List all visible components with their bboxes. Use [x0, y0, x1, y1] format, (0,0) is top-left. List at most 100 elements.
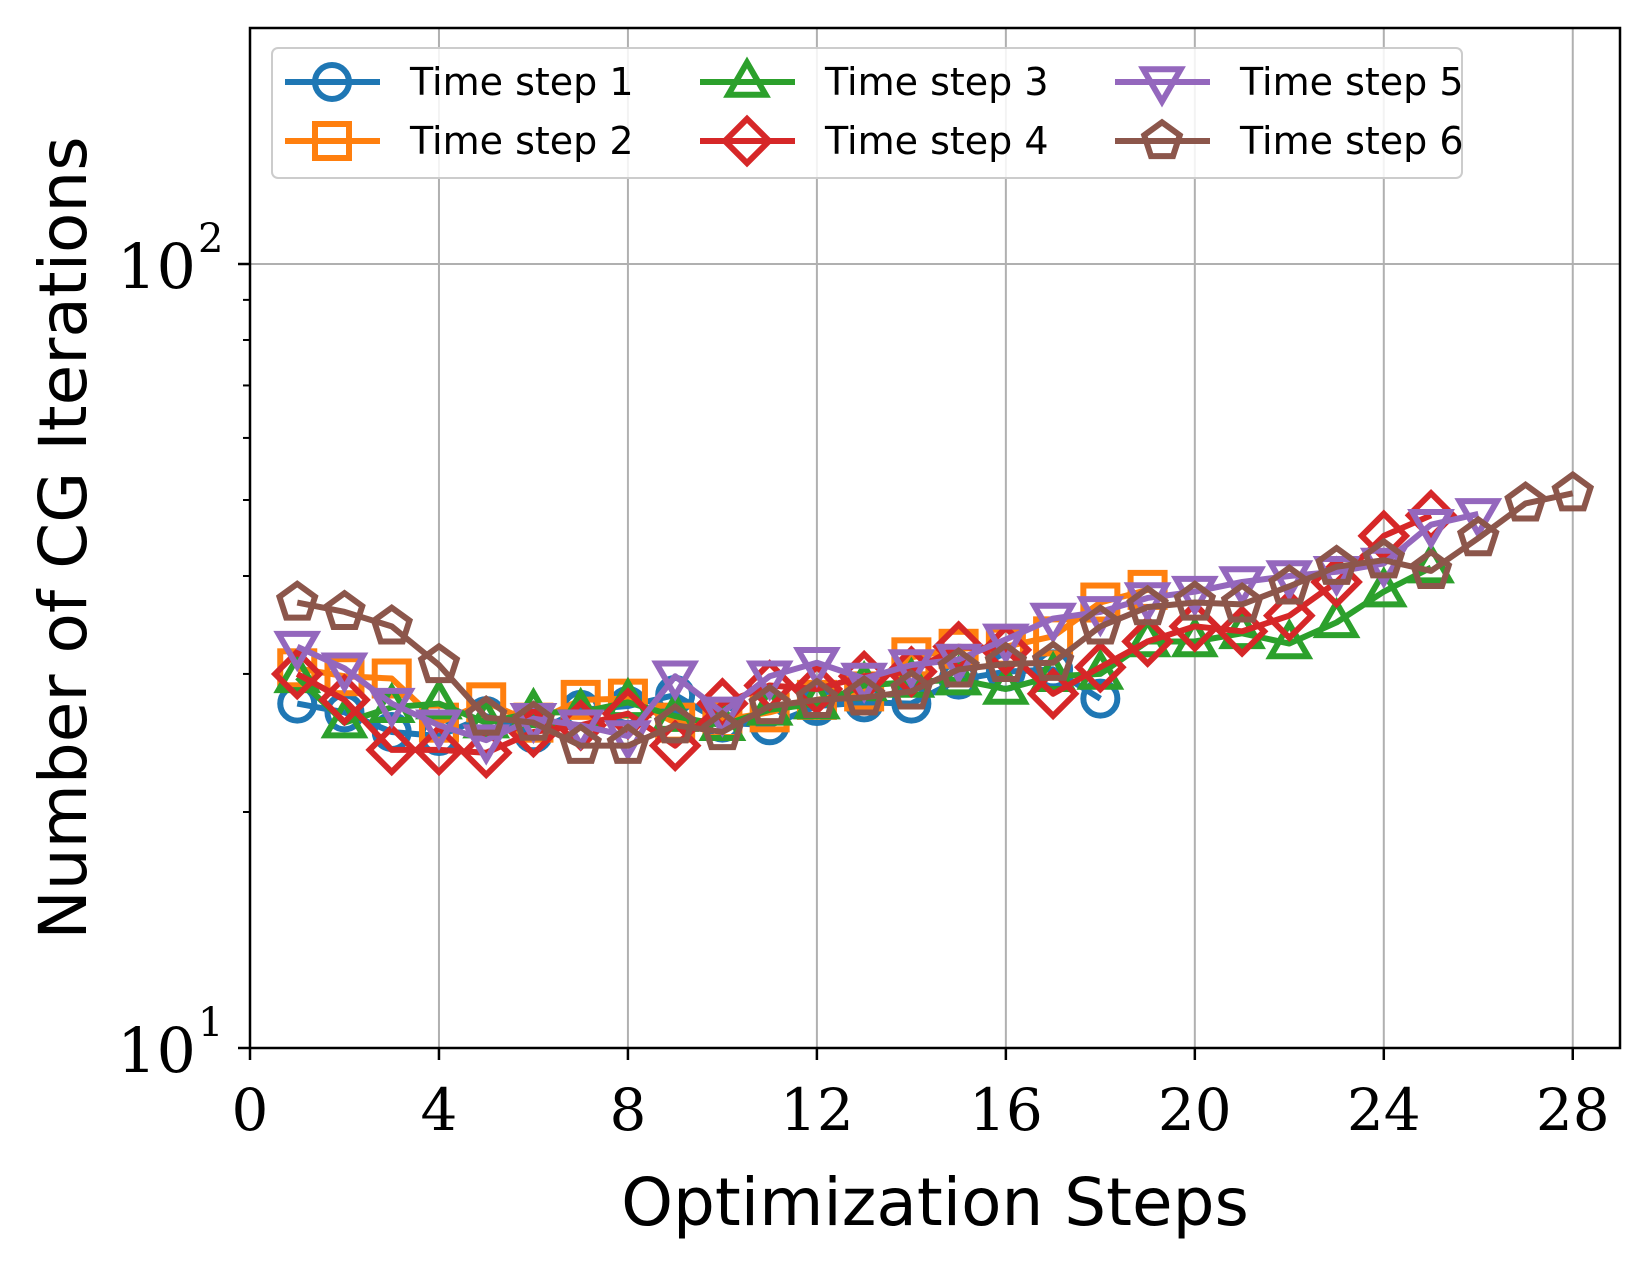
data-point	[842, 675, 886, 716]
legend-item: Time step 6	[1115, 118, 1464, 163]
x-tick-label: 16	[969, 1076, 1043, 1144]
series-line	[296, 490, 1574, 749]
data-point	[934, 643, 983, 686]
data-point	[459, 726, 513, 780]
data-point	[1026, 667, 1080, 721]
legend-label: Time step 3	[824, 60, 1049, 104]
data-point	[1262, 589, 1316, 643]
data-point	[653, 702, 697, 744]
legend-label: Time step 1	[409, 60, 634, 104]
legend-marker	[1140, 118, 1184, 160]
data-point	[318, 673, 371, 727]
data-point	[412, 723, 466, 777]
data-point	[415, 709, 463, 751]
data-point	[1362, 537, 1406, 579]
series-layer	[270, 470, 1595, 780]
x-tick-label: 8	[609, 1076, 646, 1144]
data-point	[1220, 581, 1264, 623]
data-point	[651, 660, 700, 702]
data-point	[1359, 547, 1408, 589]
data-point	[1312, 556, 1361, 598]
legend-item: Time step 5	[1115, 60, 1464, 108]
data-point	[1126, 584, 1169, 626]
legend-marker	[723, 56, 771, 98]
data-point	[701, 709, 744, 751]
x-axis-title: Optimization Steps	[621, 1164, 1249, 1241]
data-point	[367, 687, 416, 730]
series-time-step-6	[275, 470, 1595, 764]
y-tick-label-base: 10	[117, 230, 196, 303]
data-point	[937, 647, 980, 688]
data-point	[371, 658, 412, 699]
data-point	[1029, 602, 1078, 645]
legend-marker	[1138, 66, 1186, 108]
data-point	[1312, 596, 1361, 639]
x-tick-label: 28	[1536, 1076, 1610, 1144]
data-point	[748, 683, 791, 725]
data-point	[1218, 566, 1266, 608]
data-point	[1079, 603, 1122, 645]
data-point	[890, 668, 933, 710]
data-point	[462, 724, 511, 766]
legend-label: Time step 2	[409, 119, 634, 163]
data-point	[1080, 678, 1121, 719]
x-tick-label: 24	[1347, 1076, 1421, 1144]
legend: Time step 1 Time step 2 Time step 3 Time st…	[271, 47, 1464, 179]
data-point	[323, 589, 366, 630]
data-point	[270, 647, 324, 701]
data-point	[1168, 600, 1222, 653]
plot-frame	[248, 26, 1622, 1050]
data-point	[1359, 566, 1408, 608]
data-point	[887, 649, 936, 691]
data-point	[1315, 544, 1358, 585]
x-tick-label: 4	[421, 1076, 458, 1144]
data-point	[1029, 650, 1078, 692]
data-point	[795, 677, 839, 719]
data-point	[1404, 488, 1458, 542]
data-point	[365, 723, 419, 777]
y-axis-title: Number of CG Iterations	[25, 136, 102, 939]
data-point	[415, 678, 463, 720]
y-tick-label-exponent: 2	[198, 216, 223, 262]
data-point	[790, 662, 844, 716]
x-tick-label: 20	[1158, 1076, 1232, 1144]
data-point	[1121, 615, 1174, 668]
legend-marker	[720, 114, 774, 168]
data-point	[512, 700, 555, 741]
data-point	[606, 723, 650, 764]
data-point	[984, 641, 1028, 683]
y-tick-label-base: 10	[117, 1014, 196, 1087]
data-point	[1504, 481, 1547, 522]
data-point	[320, 697, 369, 739]
data-point	[1456, 515, 1500, 557]
data-point	[1454, 498, 1503, 540]
data-point	[1551, 470, 1595, 512]
legend-item: Time step 4	[700, 114, 1049, 168]
data-point	[273, 651, 322, 694]
data-point	[981, 623, 1030, 665]
legend-label: Time step 6	[1239, 119, 1464, 163]
data-point	[1407, 508, 1455, 551]
data-point	[273, 630, 322, 673]
data-point	[698, 696, 747, 738]
data-point	[560, 679, 601, 720]
data-point	[1265, 618, 1314, 660]
legend-label: Time step 5	[1239, 60, 1464, 104]
data-point	[696, 677, 749, 730]
data-point	[1215, 604, 1269, 658]
legend-marker	[312, 121, 352, 161]
data-point	[275, 580, 319, 621]
x-tick-label: 12	[780, 1076, 854, 1144]
data-point	[370, 603, 414, 645]
data-point	[981, 663, 1030, 705]
data-point	[1409, 548, 1453, 590]
data-point	[1267, 563, 1311, 605]
data-point	[559, 723, 603, 764]
data-point	[1170, 575, 1219, 618]
legend-item: Time step 2	[285, 119, 634, 163]
data-point	[464, 695, 508, 736]
data-point	[792, 647, 841, 689]
